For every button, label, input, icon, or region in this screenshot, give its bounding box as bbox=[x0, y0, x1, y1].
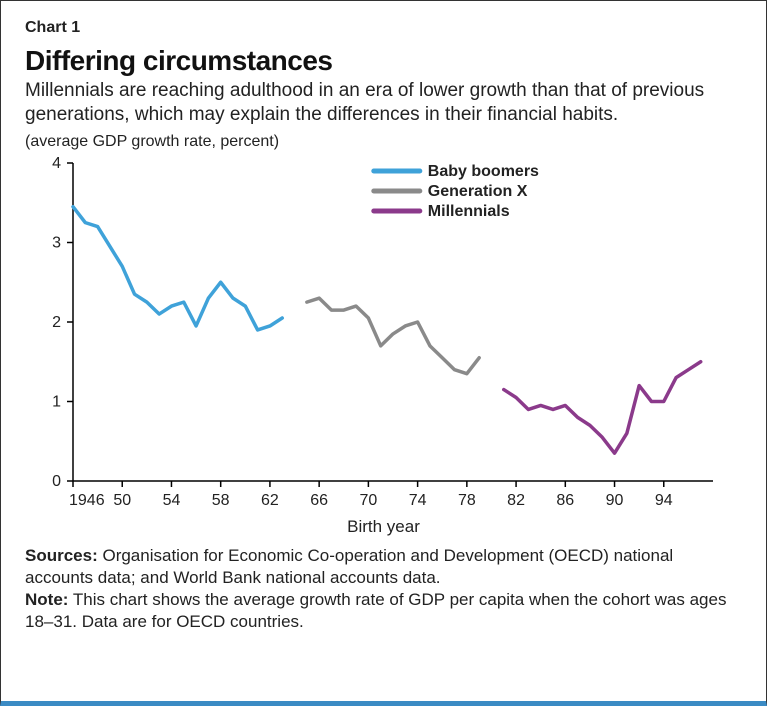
plot-area: 0 1 2 3 4 1946 50 54 58 62 66 70 74 78 82 86 90 94 Baby bo… bbox=[25, 155, 725, 515]
svg-text:Millennials: Millennials bbox=[428, 203, 510, 220]
svg-text:58: 58 bbox=[212, 492, 230, 509]
chart-subtitle: Millennials are reaching adulthood in an… bbox=[25, 79, 742, 127]
sources-block: Sources: Organisation for Economic Co-op… bbox=[25, 545, 742, 633]
svg-text:78: 78 bbox=[458, 492, 476, 509]
svg-text:70: 70 bbox=[359, 492, 377, 509]
sources-label: Sources: bbox=[25, 546, 98, 565]
svg-text:54: 54 bbox=[163, 492, 181, 509]
svg-text:50: 50 bbox=[113, 492, 131, 509]
sources-text: Organisation for Economic Co-operation a… bbox=[25, 546, 673, 587]
svg-text:86: 86 bbox=[556, 492, 574, 509]
line-chart-svg: 0 1 2 3 4 1946 50 54 58 62 66 70 74 78 82 86 90 94 Baby bo… bbox=[25, 155, 725, 515]
chart-title: Differing circumstances bbox=[25, 45, 742, 77]
chart-container: Chart 1 Differing circumstances Millenni… bbox=[0, 0, 767, 706]
svg-text:62: 62 bbox=[261, 492, 279, 509]
svg-text:82: 82 bbox=[507, 492, 525, 509]
svg-text:94: 94 bbox=[655, 492, 673, 509]
svg-text:1: 1 bbox=[52, 393, 61, 410]
chart-unit-label: (average GDP growth rate, percent) bbox=[25, 133, 742, 151]
svg-text:1946: 1946 bbox=[69, 492, 105, 509]
svg-text:3: 3 bbox=[52, 234, 61, 251]
note-text: This chart shows the average growth rate… bbox=[25, 590, 726, 631]
svg-text:Baby boomers: Baby boomers bbox=[428, 163, 539, 180]
note-label: Note: bbox=[25, 590, 68, 609]
svg-text:2: 2 bbox=[52, 314, 61, 331]
svg-text:Generation X: Generation X bbox=[428, 183, 528, 200]
x-axis-label: Birth year bbox=[25, 517, 742, 537]
svg-text:4: 4 bbox=[52, 155, 61, 172]
chart-number: Chart 1 bbox=[25, 19, 742, 37]
svg-text:74: 74 bbox=[409, 492, 427, 509]
svg-text:90: 90 bbox=[606, 492, 624, 509]
svg-text:66: 66 bbox=[310, 492, 328, 509]
svg-text:0: 0 bbox=[52, 473, 61, 490]
